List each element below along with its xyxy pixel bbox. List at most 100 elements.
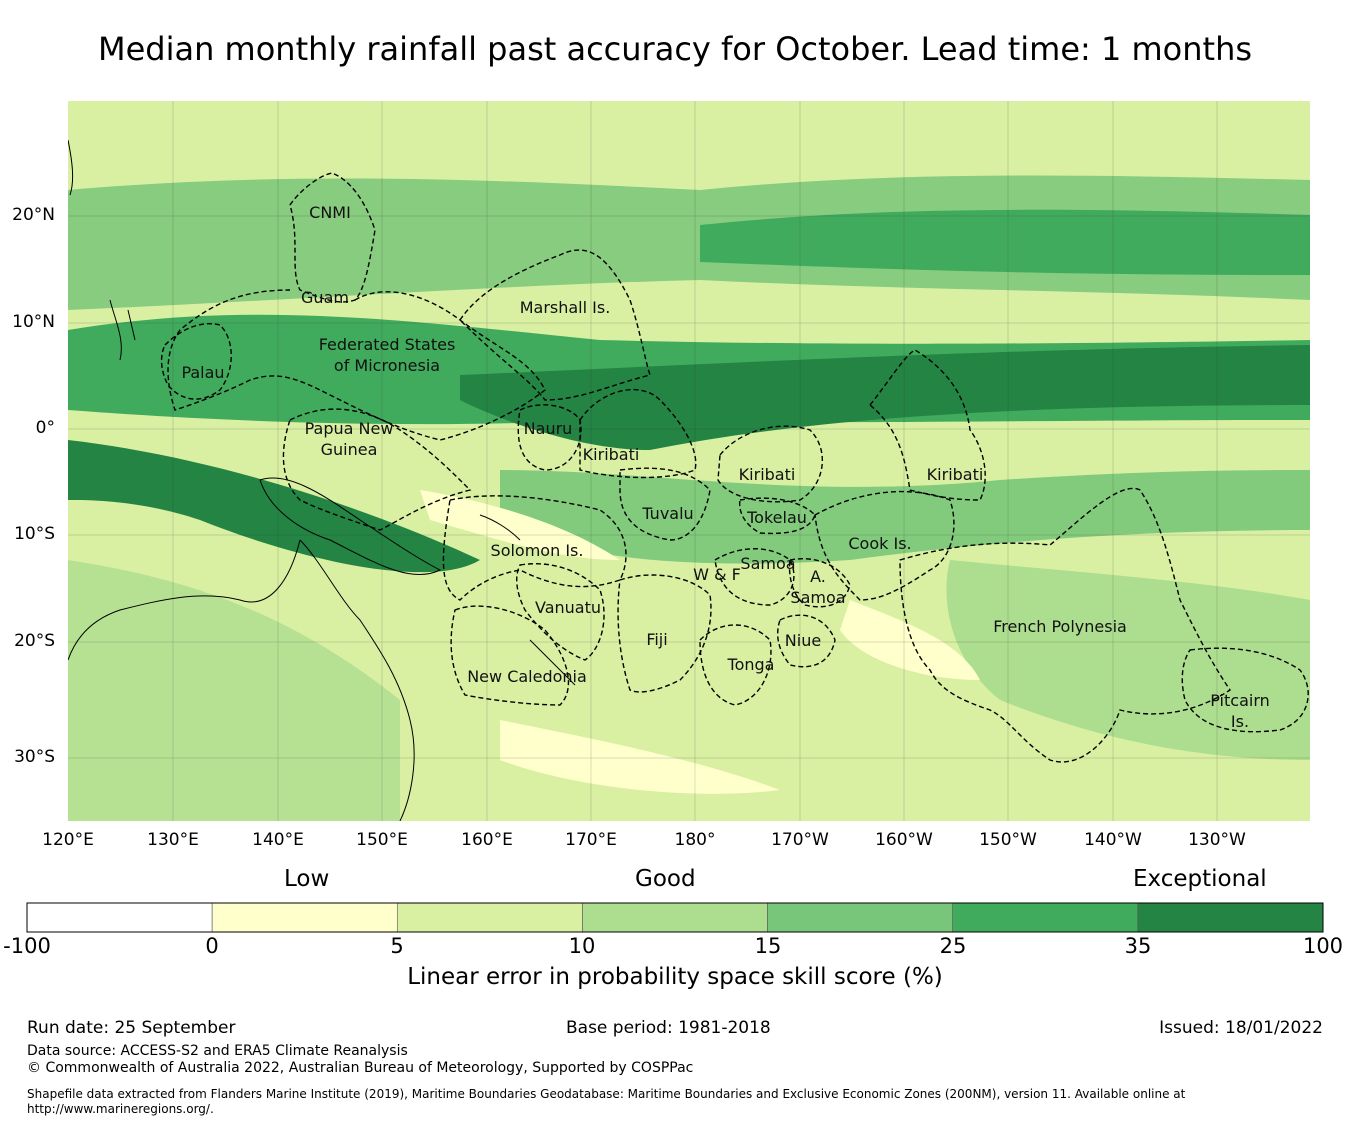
lon-tick: 140°E <box>252 830 304 850</box>
region-label-tuvalu: Tuvalu <box>641 504 693 523</box>
band-equatorial-strong <box>460 345 1310 450</box>
data-source: Data source: ACCESS-S2 and ERA5 Climate … <box>27 1043 408 1059</box>
band-south-pacific <box>500 470 1310 564</box>
lat-tick: 30°S <box>14 747 55 767</box>
shapefile-url: http://www.marineregions.org/. <box>27 1102 214 1116</box>
asia-coast <box>68 139 74 196</box>
region-label-new-caledonia: New Caledonia <box>467 667 587 686</box>
eez-new-caledonia <box>450 605 570 706</box>
region-label-tonga: Tonga <box>727 655 775 674</box>
colorbar-axis-label: Linear error in probability space skill … <box>407 964 943 990</box>
shapefile-credit: Shapefile data extracted from Flanders M… <box>27 1087 1186 1101</box>
legend-category-good: Good <box>635 866 696 892</box>
colorbar-bin <box>767 902 954 933</box>
colorbar <box>26 902 1324 933</box>
eez-boundaries <box>160 172 1309 763</box>
australia-coast <box>68 539 415 821</box>
region-label-tokelau: Tokelau <box>746 508 807 527</box>
eez-kiribati-phoenix <box>717 425 824 503</box>
region-labels: CNMI Guam Marshall Is. Federated States … <box>181 203 1269 731</box>
band-png-strong <box>68 440 480 573</box>
eez-solomon <box>442 495 627 601</box>
eez-niue <box>777 614 836 668</box>
philippines-coast <box>109 299 136 361</box>
colorbar-tick: 10 <box>568 934 596 958</box>
eez-american-samoa <box>788 558 851 608</box>
lat-tick: 20°N <box>12 205 55 225</box>
skill-score-map: CNMI Guam Marshall Is. Federated States … <box>68 101 1310 821</box>
colorbar-tick: 15 <box>754 934 782 958</box>
graticule <box>68 101 1310 821</box>
eez-fsm <box>167 289 546 441</box>
colorbar-bin <box>26 902 213 933</box>
eez-tuvalu <box>619 467 711 541</box>
region-label-nauru: Nauru <box>524 419 573 438</box>
region-label-palau: Palau <box>181 363 224 382</box>
colorbar-tick: -100 <box>3 934 51 958</box>
page-title: Median monthly rainfall past accuracy fo… <box>97 30 1253 68</box>
region-label-am-samoa-2: Samoa <box>790 588 845 607</box>
band-subtropical <box>68 175 1310 310</box>
patch-pale-3 <box>500 720 780 794</box>
lon-tick: 170°W <box>771 830 829 850</box>
legend-category-exceptional: Exceptional <box>1133 866 1267 892</box>
region-label-am-samoa-1: A. <box>810 567 826 586</box>
solomon-islands-coast <box>479 514 521 541</box>
region-label-solomon: Solomon Is. <box>491 541 584 560</box>
legend-category-low: Low <box>284 866 330 892</box>
lon-tick: 150°W <box>979 830 1037 850</box>
lat-tick: 10°N <box>12 312 55 332</box>
region-label-guam: Guam <box>301 288 349 307</box>
region-label-pitcairn-1: Pitcairn <box>1210 691 1270 710</box>
eez-samoa <box>714 548 795 606</box>
region-label-samoa: Samoa <box>740 554 795 573</box>
patch-pale-1 <box>420 490 620 560</box>
lon-tick: 180° <box>674 830 716 850</box>
eez-tonga <box>699 624 772 706</box>
region-label-cnmi: CNMI <box>309 203 351 222</box>
colorbar-bin <box>582 902 768 933</box>
region-label-marshall: Marshall Is. <box>520 298 611 317</box>
colorbar-bin <box>952 902 1139 933</box>
lon-tick: 170°E <box>565 830 617 850</box>
eez-french-polynesia <box>899 487 1231 763</box>
colorbar-tick: 35 <box>1124 934 1152 958</box>
region-label-png-1: Papua New <box>305 419 394 438</box>
region-label-vanuatu: Vanuatu <box>535 598 601 617</box>
colorbar-tick: 25 <box>939 934 967 958</box>
run-date: Run date: 25 September <box>27 1018 236 1038</box>
eez-vanuatu <box>516 563 605 661</box>
colorbar-bin <box>396 902 583 933</box>
new-guinea-coast <box>259 477 442 575</box>
eez-cook-islands <box>814 490 955 601</box>
lat-tick: 20°S <box>14 631 55 651</box>
colorbar-bin <box>1137 902 1324 933</box>
new-caledonia-coast <box>529 639 576 686</box>
colorbar-frame <box>26 902 1324 933</box>
lat-tick: 10°S <box>14 524 55 544</box>
band-french-polynesia <box>946 560 1310 760</box>
band-subtropical-strong <box>700 209 1310 275</box>
region-label-kiribati-phoenix: Kiribati <box>739 465 796 484</box>
colorbar-tick: 100 <box>1302 934 1344 958</box>
lon-tick: 160°E <box>461 830 513 850</box>
issued-date: Issued: 18/01/2022 <box>1159 1018 1323 1038</box>
eez-pitcairn <box>1181 647 1309 733</box>
lon-tick: 140°W <box>1084 830 1142 850</box>
band-north <box>68 101 1310 161</box>
eez-png <box>282 408 472 531</box>
region-label-wallis-futuna: W & F <box>693 565 741 584</box>
colorbar-tick: 5 <box>390 934 404 958</box>
region-label-fsm-2: of Micronesia <box>334 356 440 375</box>
coastlines <box>68 139 576 821</box>
region-label-french-polynesia: French Polynesia <box>993 617 1127 636</box>
lon-tick: 120°E <box>42 830 94 850</box>
region-label-niue: Niue <box>785 631 821 650</box>
region-label-kiribati-line: Kiribati <box>927 465 984 484</box>
eez-nauru <box>517 404 582 471</box>
eez-palau <box>160 323 232 400</box>
lon-tick: 160°W <box>875 830 933 850</box>
region-label-fiji: Fiji <box>646 630 667 649</box>
patch-pale-2 <box>840 600 980 680</box>
